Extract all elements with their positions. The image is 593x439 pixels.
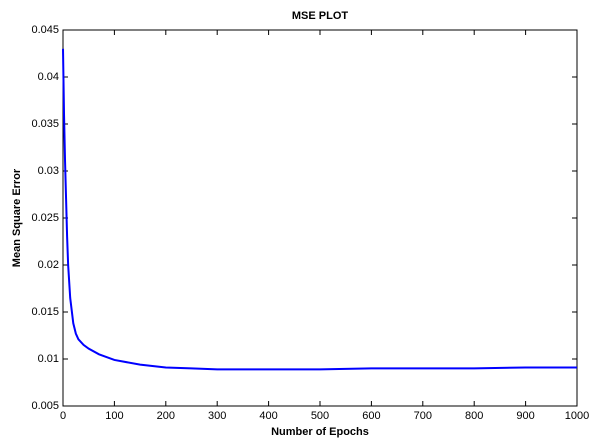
- y-tick-label: 0.02: [38, 259, 59, 271]
- x-tick-label: 200: [157, 410, 175, 422]
- y-tick-label: 0.03: [38, 165, 59, 177]
- line-series: [62, 48, 577, 371]
- x-tick-label: 300: [208, 410, 226, 422]
- y-tick-label: 0.045: [31, 24, 59, 36]
- plot-area: [62, 29, 578, 407]
- x-tick-label: 1000: [565, 410, 589, 422]
- x-tick-label: 600: [362, 410, 380, 422]
- x-tick-label: 400: [259, 410, 277, 422]
- y-axis-label: Mean Square Error: [11, 168, 23, 267]
- x-tick-label: 700: [414, 410, 432, 422]
- y-tick-label: 0.025: [31, 212, 59, 224]
- y-tick-label: 0.035: [31, 118, 59, 130]
- y-tick-label: 0.005: [31, 400, 59, 412]
- x-tick-label: 800: [465, 410, 483, 422]
- x-tick-label: 100: [105, 410, 123, 422]
- x-axis-label: Number of Epochs: [271, 426, 369, 438]
- y-tick-label: 0.01: [38, 353, 59, 365]
- x-tick-label: 500: [311, 410, 329, 422]
- y-tick-label: 0.015: [31, 306, 59, 318]
- chart-title: MSE PLOT: [292, 10, 349, 22]
- x-tick-label: 900: [516, 410, 534, 422]
- x-tick-label: 0: [60, 410, 66, 422]
- y-tick-label: 0.04: [38, 71, 59, 83]
